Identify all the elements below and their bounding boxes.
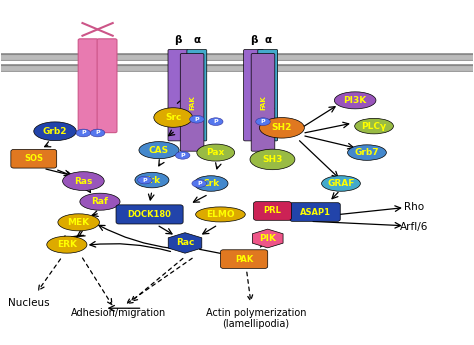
Text: β: β [250, 35, 257, 45]
Text: PLCγ: PLCγ [362, 122, 387, 131]
FancyBboxPatch shape [11, 149, 57, 168]
Text: SH3: SH3 [262, 155, 283, 164]
Ellipse shape [194, 176, 228, 191]
Text: P: P [194, 117, 199, 122]
Ellipse shape [47, 236, 87, 253]
Text: Src: Src [165, 113, 182, 122]
Text: Ras: Ras [74, 177, 92, 186]
Ellipse shape [76, 129, 91, 137]
Text: PRL: PRL [264, 207, 282, 216]
Text: Crk: Crk [143, 176, 161, 185]
FancyBboxPatch shape [258, 49, 278, 141]
FancyBboxPatch shape [220, 250, 268, 268]
Text: P: P [213, 119, 218, 124]
Text: Adhesion/migration: Adhesion/migration [71, 308, 166, 318]
Polygon shape [252, 229, 283, 248]
Text: ELMO: ELMO [206, 210, 235, 219]
Text: Crk: Crk [202, 179, 219, 188]
Ellipse shape [192, 180, 207, 187]
Text: ASAP1: ASAP1 [300, 207, 330, 217]
Text: SH2: SH2 [272, 123, 292, 132]
Ellipse shape [139, 142, 179, 159]
Text: Arfl/6: Arfl/6 [400, 223, 428, 233]
Ellipse shape [91, 129, 105, 137]
Ellipse shape [197, 144, 235, 161]
Text: α: α [193, 35, 201, 45]
Text: GRAF: GRAF [327, 179, 355, 188]
Text: P: P [81, 130, 86, 136]
Text: Grb7: Grb7 [355, 148, 379, 157]
FancyBboxPatch shape [187, 49, 207, 141]
FancyBboxPatch shape [116, 205, 183, 224]
Text: Raf: Raf [91, 197, 109, 206]
Text: DOCK180: DOCK180 [128, 210, 172, 219]
Text: (lamellipodia): (lamellipodia) [222, 319, 290, 329]
Text: MEK: MEK [68, 218, 90, 227]
Ellipse shape [255, 118, 270, 126]
Ellipse shape [137, 176, 152, 184]
Ellipse shape [190, 115, 204, 123]
Text: Grb2: Grb2 [43, 127, 67, 136]
Ellipse shape [355, 118, 393, 134]
Polygon shape [168, 233, 202, 253]
Text: PI3K: PI3K [344, 96, 367, 105]
Text: P: P [143, 178, 147, 183]
FancyBboxPatch shape [244, 49, 264, 141]
Ellipse shape [334, 92, 376, 109]
FancyBboxPatch shape [254, 202, 292, 220]
FancyBboxPatch shape [168, 49, 188, 141]
Text: Nucleus: Nucleus [8, 298, 50, 308]
FancyBboxPatch shape [251, 53, 275, 151]
FancyBboxPatch shape [290, 203, 340, 221]
Text: PIK: PIK [259, 234, 276, 243]
Text: P: P [197, 181, 201, 186]
Ellipse shape [209, 118, 223, 126]
Text: P: P [261, 119, 265, 124]
Text: PAK: PAK [235, 255, 253, 264]
Text: FAK: FAK [260, 95, 266, 110]
Ellipse shape [63, 172, 104, 190]
Ellipse shape [154, 108, 192, 127]
Ellipse shape [250, 149, 295, 170]
Ellipse shape [34, 122, 76, 141]
Ellipse shape [58, 214, 100, 231]
Text: Rho: Rho [404, 202, 424, 212]
Text: β: β [174, 35, 182, 45]
Text: P: P [95, 130, 100, 136]
Text: SOS: SOS [24, 154, 43, 163]
Text: α: α [264, 35, 271, 45]
Ellipse shape [321, 176, 360, 191]
Text: Pax: Pax [207, 148, 225, 157]
Ellipse shape [80, 193, 120, 210]
Text: P: P [180, 153, 185, 158]
Ellipse shape [196, 207, 245, 222]
Text: Rac: Rac [176, 238, 194, 247]
Ellipse shape [259, 118, 304, 138]
FancyBboxPatch shape [78, 39, 98, 132]
Text: FAK: FAK [189, 95, 195, 110]
Text: Actin polymerization: Actin polymerization [206, 308, 306, 318]
Ellipse shape [175, 151, 190, 159]
FancyBboxPatch shape [97, 39, 117, 132]
Ellipse shape [347, 145, 386, 160]
FancyBboxPatch shape [180, 53, 204, 151]
Text: CAS: CAS [149, 146, 169, 155]
Ellipse shape [135, 172, 169, 188]
Text: ERK: ERK [57, 240, 77, 249]
